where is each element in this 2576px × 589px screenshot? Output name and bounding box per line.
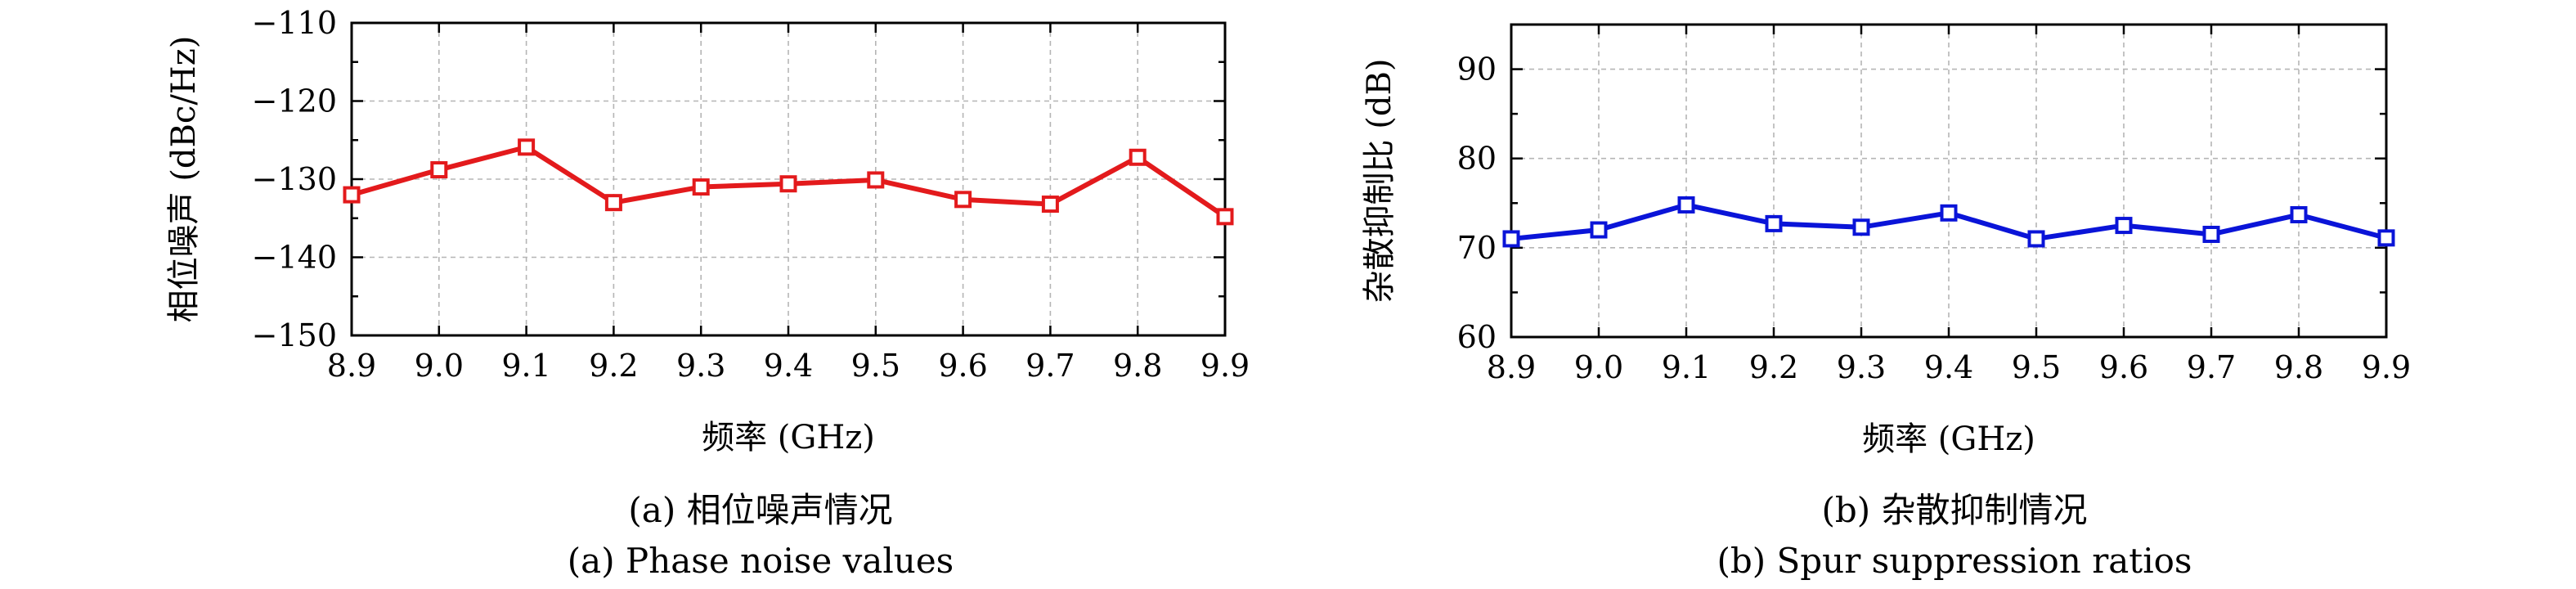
- x-tick-label: 9.8: [1113, 348, 1162, 384]
- y-tick-label: 80: [1457, 141, 1497, 177]
- x-tick-label: 9.3: [676, 348, 725, 384]
- y-axis-title: 相位噪声 (dBc/Hz): [165, 36, 203, 323]
- plot-frame: [350, 21, 1227, 337]
- x-tick-label: 9.7: [1025, 348, 1075, 384]
- x-axis-title: 频率 (GHz): [1862, 420, 2035, 458]
- data-point: [1940, 204, 1958, 222]
- data-point: [343, 186, 361, 204]
- x-tick-label: 9.8: [2274, 349, 2323, 385]
- data-point: [518, 138, 536, 156]
- data-point: [1502, 230, 1520, 248]
- data-point: [2115, 217, 2133, 235]
- data-point: [1041, 196, 1059, 214]
- y-tick-label: −130: [252, 161, 337, 197]
- data-point: [779, 175, 797, 193]
- x-tick-label: 8.9: [1487, 349, 1536, 385]
- data-point: [1852, 218, 1870, 236]
- x-tick-label: 9.2: [589, 348, 638, 384]
- data-point: [1590, 221, 1608, 239]
- y-axis-title: 杂散抑制比 (dB): [1361, 59, 1398, 303]
- data-point: [430, 161, 448, 179]
- x-tick-label: 9.4: [1924, 349, 1973, 385]
- x-tick-label: 9.5: [851, 348, 900, 384]
- panel-spur-suppression: 8.9 9.0 9.1 9.2 9.3 9.4 9.5 9.6 9.7 9.8 9.9 60 70 80 9…: [1361, 23, 2411, 581]
- y-tick-label: −150: [252, 317, 337, 353]
- x-tick-label: 9.1: [501, 348, 550, 384]
- y-tick-label: −140: [252, 240, 337, 276]
- panel-phase-noise: 8.9 9.0 9.1 9.2 9.3 9.4 9.5 9.6 9.7 9.8 9.9 −150 −14…: [165, 5, 1250, 581]
- data-point: [1216, 208, 1234, 226]
- data-point: [1129, 148, 1147, 166]
- data-point: [1765, 214, 1783, 232]
- caption-english: (b) Spur suppression ratios: [1717, 541, 2192, 581]
- caption-english: (a) Phase noise values: [568, 541, 954, 581]
- data-point: [867, 171, 885, 189]
- y-tick-label: −110: [252, 5, 337, 41]
- x-axis-title: 频率 (GHz): [702, 419, 875, 456]
- data-point: [2377, 229, 2395, 247]
- x-tick-label: 9.3: [1837, 349, 1886, 385]
- x-tick-label: 9.2: [1749, 349, 1798, 385]
- caption-chinese: (a) 相位噪声情况: [628, 490, 892, 530]
- x-tick-label: 9.0: [1574, 349, 1623, 385]
- x-tick-label: 9.4: [764, 348, 813, 384]
- x-tick-label: 9.1: [1662, 349, 1711, 385]
- y-tick-label: 70: [1457, 230, 1497, 266]
- data-point: [2202, 225, 2220, 243]
- data-point: [2290, 205, 2308, 223]
- y-tick-label: −120: [252, 83, 337, 119]
- data-point: [1677, 196, 1695, 214]
- x-tick-label: 9.9: [2362, 349, 2411, 385]
- x-tick-label: 9.6: [938, 348, 987, 384]
- plot-frame: [1510, 23, 2388, 339]
- data-point: [692, 178, 710, 196]
- data-point: [604, 194, 622, 212]
- data-point: [2027, 230, 2045, 248]
- x-tick-label: 9.7: [2187, 349, 2236, 385]
- x-tick-label: 9.9: [1200, 348, 1250, 384]
- data-point: [954, 191, 972, 209]
- y-tick-label: 60: [1457, 319, 1497, 355]
- y-tick-label: 90: [1457, 52, 1497, 88]
- caption-chinese: (b) 杂散抑制情况: [1821, 490, 2087, 530]
- x-tick-label: 8.9: [327, 348, 376, 384]
- x-tick-label: 9.6: [2099, 349, 2148, 385]
- x-tick-label: 9.5: [2012, 349, 2061, 385]
- x-tick-label: 9.0: [415, 348, 464, 384]
